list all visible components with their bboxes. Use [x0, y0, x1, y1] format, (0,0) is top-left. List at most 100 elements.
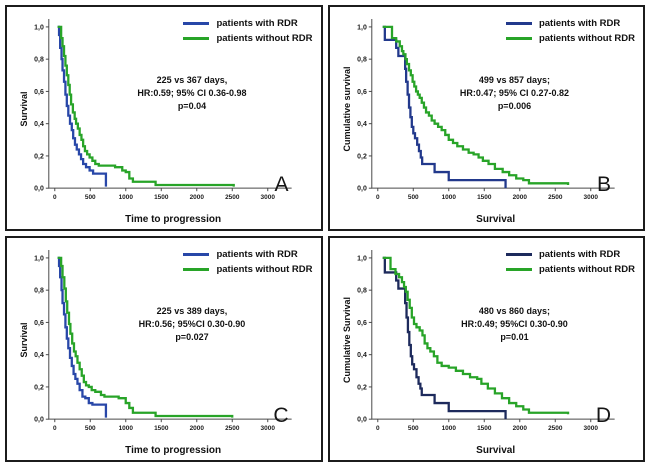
legend-label-with-rdr: patients with RDR [538, 18, 621, 29]
y-tick-label: 0,2 [34, 384, 44, 391]
km-curve-with-rdr [382, 256, 507, 420]
km-plot-a: 0,0 0,2 0,4 0,6 0,8 1,0 0 500 1000 1500 2000 2500 30… [34, 18, 292, 201]
panel-letter: D [595, 404, 611, 427]
stats-annotation: 225 vs 367 days, HR:0.59; 95% CI 0.36-0.… [98, 74, 286, 113]
x-tick-label: 2000 [512, 425, 527, 432]
y-tick-label: 0,2 [357, 153, 367, 160]
x-tick-label: 500 [85, 425, 96, 432]
x-tick-label: 1500 [154, 425, 169, 432]
legend-item-with-rdr: patients with RDR [183, 249, 312, 260]
legend-line-with-rdr-icon [183, 22, 210, 25]
annotation-line: p=0.01 [500, 331, 529, 342]
legend-item-with-rdr: patients with RDR [183, 18, 312, 29]
x-tick-label: 1000 [119, 425, 134, 432]
km-curve-with-rdr [57, 256, 108, 418]
y-tick-label: 0,8 [34, 288, 44, 295]
annotation-line: p=0.027 [175, 331, 209, 342]
stats-annotation: 480 vs 860 days; HR:0.49; 95%CI 0.30-0.9… [420, 305, 608, 344]
legend-item-without-rdr: patients without RDR [505, 264, 635, 275]
x-tick-label: 1500 [477, 194, 492, 201]
stats-annotation: 499 vs 857 days; HR:0.47; 95% CI 0.27-0.… [420, 74, 608, 113]
x-tick-label: 1500 [154, 194, 169, 201]
x-tick-label: 1000 [441, 425, 456, 432]
x-tick-label: 2500 [548, 425, 563, 432]
x-tick-label: 500 [85, 194, 96, 201]
panel-a: 0,0 0,2 0,4 0,6 0,8 1,0 0 500 1000 1500 2000 2500 30… [5, 5, 323, 231]
legend: patients with RDR patients without RDR [505, 18, 635, 44]
x-tick-label: 1000 [441, 194, 456, 201]
x-tick-label: 2500 [225, 425, 240, 432]
panel-c: 0,0 0,2 0,4 0,6 0,8 1,0 0 500 1000 1500 2000 2500 30… [5, 236, 323, 462]
y-tick-label: 0,2 [357, 384, 367, 391]
annotation-line: 225 vs 367 days, [156, 74, 228, 85]
x-tick-label: 0 [375, 194, 379, 201]
y-tick-label: 0,4 [357, 352, 367, 359]
y-tick-label: 1,0 [34, 24, 44, 31]
x-tick-label: 2500 [548, 194, 563, 201]
annotation-line: 225 vs 389 days, [156, 305, 228, 316]
x-tick-label: 3000 [261, 425, 276, 432]
annotation-line: HR:0.49; 95%CI 0.30-0.90 [461, 318, 568, 329]
legend-item-without-rdr: patients without RDR [183, 33, 313, 44]
x-axis-label: Time to progression [125, 214, 222, 225]
y-axis-label: Cumulative survival [341, 66, 352, 152]
legend-item-without-rdr: patients without RDR [505, 33, 635, 44]
x-tick-label: 0 [375, 425, 379, 432]
y-tick-label: 1,0 [357, 24, 367, 31]
x-tick-label: 3000 [583, 425, 598, 432]
y-tick-label: 0,2 [34, 153, 44, 160]
y-axis-label: Survival [19, 91, 29, 127]
y-tick-label: 0,6 [34, 89, 44, 96]
x-tick-label: 1500 [477, 425, 492, 432]
y-tick-label: 0,6 [34, 320, 44, 327]
y-tick-label: 0,4 [34, 121, 44, 128]
x-tick-label: 500 [407, 194, 418, 201]
y-tick-label: 0,0 [34, 417, 44, 424]
y-tick-label: 1,0 [357, 255, 367, 262]
y-tick-label: 0,4 [34, 352, 44, 359]
x-axis-label: Time to progression [125, 445, 222, 456]
panel-d: 0,0 0,2 0,4 0,6 0,8 1,0 0 500 1000 1500 2000 2500 30… [327, 236, 645, 462]
km-curve-without-rdr [382, 256, 569, 415]
km-curve-with-rdr [57, 25, 108, 187]
legend-label-with-rdr: patients with RDR [538, 249, 621, 260]
km-plot-b: 0,0 0,2 0,4 0,6 0,8 1,0 0 500 1000 1500 2000 2500 30… [357, 18, 615, 201]
x-tick-label: 0 [53, 194, 57, 201]
km-curve-without-rdr [57, 25, 235, 187]
annotation-line: p=0.04 [177, 100, 207, 111]
y-tick-label: 0,0 [357, 186, 367, 193]
y-tick-label: 0,0 [34, 186, 44, 193]
y-tick-label: 0,6 [357, 89, 367, 96]
x-tick-label: 500 [407, 425, 418, 432]
legend-label-with-rdr: patients with RDR [216, 249, 298, 260]
annotation-line: 499 vs 857 days; [478, 74, 550, 85]
legend-label-without-rdr: patients without RDR [216, 264, 313, 275]
legend-item-with-rdr: patients with RDR [505, 18, 635, 29]
x-tick-label: 2000 [512, 194, 527, 201]
legend: patients with RDR patients without RDR [505, 249, 635, 275]
panel-letter: A [274, 173, 289, 196]
annotation-line: HR:0.59; 95% CI 0.36-0.98 [137, 87, 247, 98]
legend: patients with RDR patients without RDR [183, 249, 313, 275]
km-curve-without-rdr [382, 25, 569, 185]
x-tick-label: 3000 [261, 194, 276, 201]
km-curve-without-rdr [57, 256, 234, 418]
legend-line-with-rdr-icon [183, 253, 210, 256]
y-tick-label: 0,8 [357, 57, 367, 64]
y-tick-label: 1,0 [34, 255, 44, 262]
y-tick-label: 0,8 [357, 288, 367, 295]
x-tick-label: 2500 [225, 194, 240, 201]
x-axis-label: Survival [476, 445, 516, 456]
legend-label-without-rdr: patients without RDR [538, 264, 635, 275]
x-axis-label: Survival [476, 214, 516, 225]
panel-letter: B [596, 173, 611, 196]
y-tick-label: 0,0 [357, 417, 367, 424]
legend-line-with-rdr-icon [505, 22, 532, 25]
annotation-line: HR:0.56; 95%CI 0.30-0.90 [138, 318, 246, 329]
x-tick-label: 0 [53, 425, 57, 432]
x-tick-label: 1000 [119, 194, 134, 201]
annotation-line: HR:0.47; 95% CI 0.27-0.82 [459, 87, 569, 98]
legend-line-without-rdr-icon [505, 37, 532, 40]
stats-annotation: 225 vs 389 days, HR:0.56; 95%CI 0.30-0.9… [98, 305, 286, 344]
